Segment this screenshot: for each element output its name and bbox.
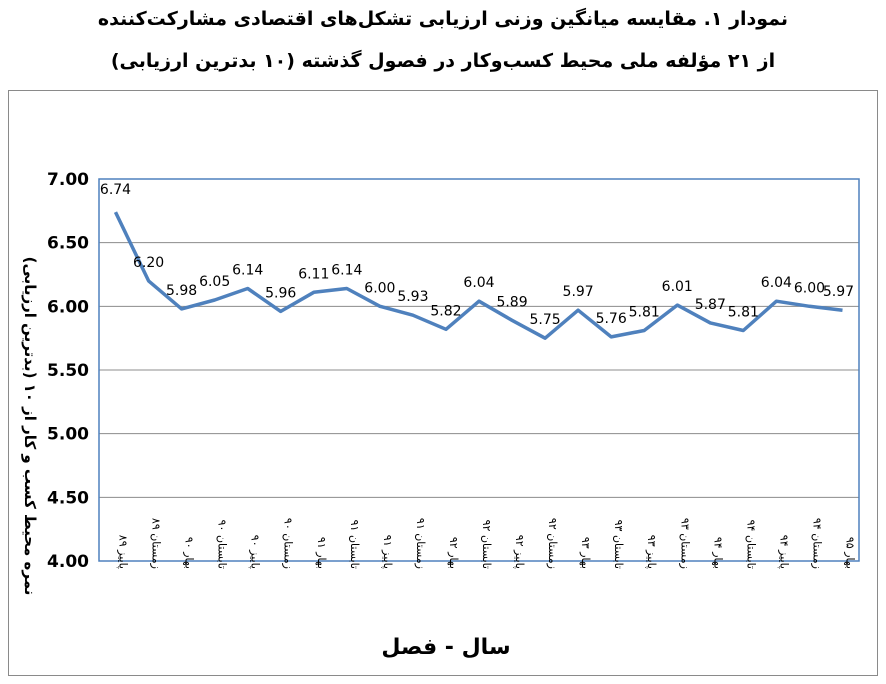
x-tick-label: پاییز ۹۱ <box>381 535 394 569</box>
y-tick-label: 7.00 <box>47 170 89 190</box>
x-tick-label: زمستان ۹۰ <box>282 518 295 569</box>
x-tick-label: زمستان ۹۱ <box>414 518 427 569</box>
data-label: 6.74 <box>100 182 131 198</box>
plot-area-border <box>98 178 860 562</box>
y-tick-label: 6.50 <box>47 234 89 254</box>
data-label: 5.81 <box>728 305 759 321</box>
data-label: 5.96 <box>265 285 296 301</box>
grid-lines <box>99 178 859 562</box>
data-label: 6.04 <box>761 275 792 291</box>
x-tick-label: تابستان ۹۳ <box>612 520 625 569</box>
data-label: 5.97 <box>823 284 854 300</box>
x-tick-label: تابستان ۹۰ <box>216 520 229 569</box>
x-tick-label: پاییز ۹۰ <box>249 535 262 569</box>
x-tick-label: بهار ۹۲ <box>447 537 460 569</box>
data-label: 6.00 <box>794 280 825 296</box>
y-tick-label: 4.00 <box>47 552 89 572</box>
data-label: 5.75 <box>530 312 561 328</box>
data-label: 5.97 <box>563 284 594 300</box>
data-label: 5.81 <box>629 305 660 321</box>
data-label: 6.01 <box>662 279 693 295</box>
x-tick-label: بهار ۹۳ <box>579 537 592 569</box>
x-tick-label: بهار ۹۵ <box>843 537 856 569</box>
y-tick-label: 5.50 <box>47 361 89 381</box>
series-line <box>113 211 843 340</box>
x-tick-label: پاییز ۹۳ <box>645 535 658 569</box>
x-tick-label: بهار ۹۴ <box>711 537 724 569</box>
x-tick-label: زمستان ۸۹ <box>150 518 163 569</box>
line-chart: 4.00 4.50 5.00 5.50 6.00 6.50 7.00 پاییز ۸۹ زمس… <box>21 170 860 660</box>
data-label: 6.05 <box>199 274 230 290</box>
data-label: 5.89 <box>496 294 527 310</box>
x-tick-label: پاییز ۹۲ <box>513 535 526 569</box>
data-label: 5.82 <box>430 303 461 319</box>
data-label: 6.14 <box>232 263 263 279</box>
data-label: 5.93 <box>397 289 428 305</box>
data-label: 6.04 <box>463 275 494 291</box>
chart-title-line-1: نمودار ۱. مقایسه میانگین وزنی ارزیابی تش… <box>97 8 789 30</box>
x-axis-title: سال - فصل <box>381 635 510 660</box>
x-tick-label: تابستان ۹۱ <box>348 520 361 569</box>
data-label: 6.11 <box>298 266 329 282</box>
data-label: 5.87 <box>695 297 726 313</box>
x-tick-label: زمستان ۹۳ <box>678 518 691 569</box>
y-tick-label: 4.50 <box>47 488 89 508</box>
x-tick-label: پاییز ۹۴ <box>777 535 790 569</box>
chart-title-line-2: از ۲۱ مؤلفه ملی محیط کسب‌وکار در فصول گذ… <box>110 50 776 72</box>
x-tick-label: زمستان ۹۲ <box>546 518 559 569</box>
x-tick-label: تابستان ۹۴ <box>744 520 757 569</box>
x-tick-label: بهار ۹۰ <box>183 537 196 569</box>
data-labels: 6.746.205.986.056.145.966.11 6.146.005.93… <box>100 182 854 328</box>
y-axis-title: نمره محیط کسب و کار از ۱۰ (بدترین ارزیاب… <box>21 257 39 596</box>
x-tick-labels: پاییز ۸۹ زمستان ۸۹ بهار ۹۰ تابستان ۹۰ پاییز … <box>117 518 857 569</box>
data-label: 5.76 <box>596 311 627 327</box>
data-label: 6.00 <box>364 280 395 296</box>
data-label: 6.20 <box>133 255 164 271</box>
x-tick-label: بهار ۹۱ <box>315 537 328 569</box>
x-tick-label: پاییز ۸۹ <box>117 535 130 569</box>
y-tick-label: 5.00 <box>47 425 89 445</box>
y-tick-label: 6.00 <box>47 297 89 317</box>
x-tick-label: تابستان ۹۲ <box>480 520 493 569</box>
chart-frame: 4.00 4.50 5.00 5.50 6.00 6.50 7.00 پاییز ۸۹ زمس… <box>8 90 878 676</box>
data-label: 6.14 <box>331 263 362 279</box>
data-label: 5.98 <box>166 283 197 299</box>
y-tick-labels: 4.00 4.50 5.00 5.50 6.00 6.50 7.00 <box>47 170 89 572</box>
x-tick-label: زمستان ۹۴ <box>810 518 823 569</box>
